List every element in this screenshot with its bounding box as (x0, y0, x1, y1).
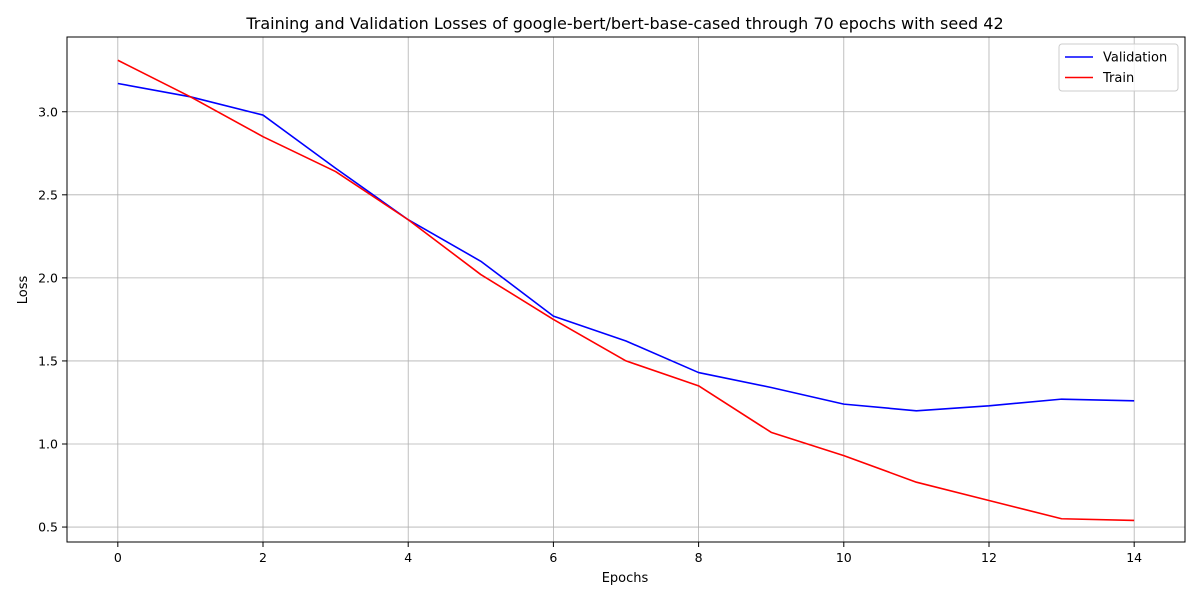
x-tick-label: 4 (404, 550, 412, 565)
x-tick-label: 2 (259, 550, 267, 565)
series-lines (117, 59, 1135, 522)
y-tick-label: 2.0 (38, 270, 58, 285)
series-line-validation (117, 82, 1135, 412)
y-tick-label: 1.5 (38, 353, 58, 368)
x-tick-label: 10 (836, 550, 852, 565)
x-tick-label: 0 (114, 550, 122, 565)
y-tick-label: 3.0 (38, 104, 58, 119)
x-axis-ticks: 0 2 4 6 8 10 12 14 (114, 542, 1142, 565)
y-tick-label: 1.0 (38, 436, 58, 451)
y-axis-ticks: 0.5 1.0 1.5 2.0 2.5 3.0 (38, 104, 67, 535)
x-tick-label: 6 (549, 550, 557, 565)
x-tick-label: 12 (981, 550, 997, 565)
series-line-train (117, 59, 1135, 522)
x-tick-label: 14 (1126, 550, 1142, 565)
legend-label-train: Train (1102, 71, 1134, 86)
legend-label-validation: Validation (1103, 51, 1167, 66)
y-tick-label: 0.5 (38, 520, 58, 535)
x-tick-label: 8 (695, 550, 703, 565)
x-axis-label: Epochs (602, 571, 649, 586)
y-axis-label: Loss (16, 276, 31, 305)
plot-frame (66, 36, 1186, 543)
legend: Validation Train (1058, 43, 1179, 92)
chart-title: Training and Validation Losses of google… (245, 14, 1003, 33)
legend-box (1058, 43, 1179, 92)
grid (67, 37, 1185, 542)
y-tick-label: 2.5 (38, 187, 58, 202)
